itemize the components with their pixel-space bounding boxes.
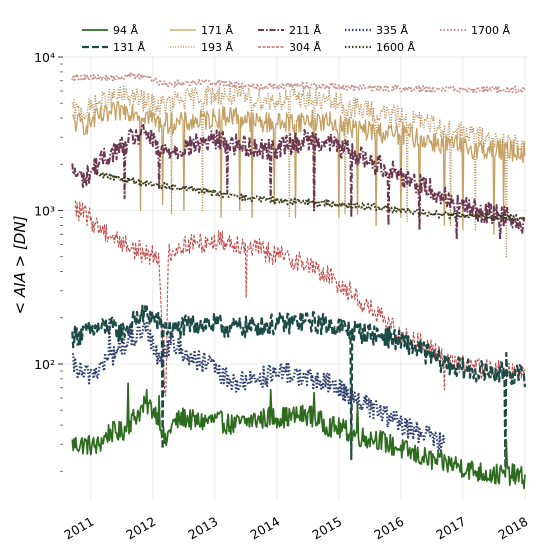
series-line-211-angstrom (71, 122, 526, 241)
x-tick-label: 2013 (185, 514, 220, 543)
x-tick-label: 2015 (309, 514, 344, 543)
legend-label: 131 Å (113, 41, 145, 54)
legend-label: 1700 Å (471, 24, 510, 37)
y-tick-label: 10⁴ (34, 50, 55, 65)
series-line-131-angstrom (71, 304, 526, 470)
x-tick-label: 2017 (433, 514, 468, 543)
legend-label: 304 Å (289, 41, 321, 54)
series-line-1700-angstrom (71, 72, 526, 94)
x-axis-ticks: 2011 2012 2013 2014 2015 2016 2017 2018 (61, 514, 530, 543)
series-lines (71, 72, 526, 490)
x-tick-label: 2011 (61, 514, 96, 543)
legend: 94 Å 131 Å 171 Å 193 Å 211 Å 304 Å 335 Å 1600 Å… (82, 24, 510, 54)
y-tick-label: 10³ (34, 203, 55, 218)
series-line-171-angstrom (72, 100, 526, 235)
y-axis-label: < AIA > [DN] (11, 215, 29, 314)
series-line-94-angstrom (71, 382, 526, 490)
grid-lines (63, 56, 528, 500)
x-tick-label: 2014 (247, 514, 282, 543)
series-line-335-angstrom (71, 316, 446, 453)
legend-label: 171 Å (201, 24, 233, 37)
y-axis-ticks: 10² 10³ 10⁴ (34, 50, 63, 472)
x-tick-label: 2012 (123, 514, 158, 543)
legend-label: 211 Å (289, 24, 321, 37)
y-tick-label: 10² (34, 357, 55, 372)
series-line-1600-angstrom (96, 171, 526, 222)
series-line-193-angstrom (71, 84, 526, 258)
x-tick-label: 2016 (371, 514, 406, 543)
x-tick-label: 2018 (495, 514, 530, 543)
legend-label: 94 Å (113, 24, 138, 37)
legend-label: 335 Å (376, 24, 408, 37)
legend-label: 1600 Å (376, 41, 415, 54)
legend-label: 193 Å (201, 41, 233, 54)
